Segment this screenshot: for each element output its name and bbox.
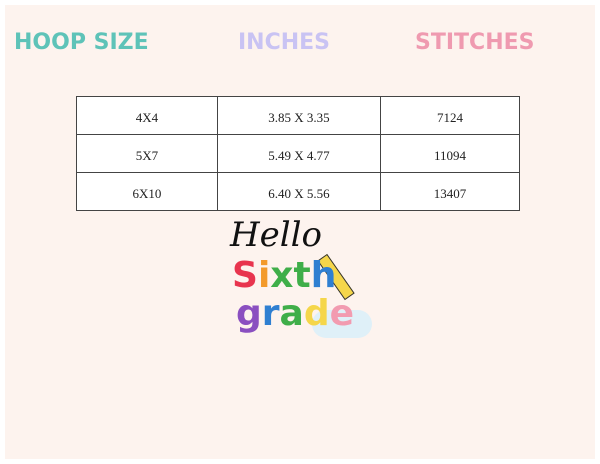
design-letter: r xyxy=(261,293,280,334)
hoop-cell: 6X10 xyxy=(76,172,218,211)
header-stitches: STITCHES xyxy=(415,30,535,55)
header-hoop-size: HOOP SIZE xyxy=(14,30,149,55)
embroidery-design: Hello Sixth grade xyxy=(222,215,372,345)
hoop-cell: 5X7 xyxy=(76,134,218,173)
design-letter: S xyxy=(232,255,258,296)
cloud-icon xyxy=(312,310,372,338)
design-letter: i xyxy=(257,255,271,296)
design-letter: x xyxy=(270,255,294,296)
background xyxy=(5,5,595,459)
design-letter: g xyxy=(236,293,262,334)
design-letter: e xyxy=(329,293,355,334)
inches-cell: 3.85 X 3.35 xyxy=(217,96,381,135)
design-letter: t xyxy=(293,255,311,296)
stitches-cell: 7124 xyxy=(380,96,520,135)
design-letter: h xyxy=(310,255,337,296)
hoop-cell: 4X4 xyxy=(76,96,218,135)
stitches-cell: 11094 xyxy=(380,134,520,173)
design-letter: d xyxy=(303,293,330,334)
table-row: 5X7 5.49 X 4.77 11094 xyxy=(76,134,520,173)
inches-cell: 6.40 X 5.56 xyxy=(217,172,381,211)
stitches-cell: 13407 xyxy=(380,172,520,211)
design-letter: a xyxy=(279,293,304,334)
size-table: 4X4 3.85 X 3.35 7124 5X7 5.49 X 4.77 11094 6… xyxy=(76,96,520,211)
table-row: 6X10 6.40 X 5.56 13407 xyxy=(76,172,520,211)
table-row: 4X4 3.85 X 3.35 7124 xyxy=(76,96,520,135)
header-inches: INCHES xyxy=(238,30,331,55)
design-sixth: Sixth xyxy=(232,255,336,296)
design-hello: Hello xyxy=(230,215,322,255)
design-grade: grade xyxy=(236,293,354,334)
inches-cell: 5.49 X 4.77 xyxy=(217,134,381,173)
